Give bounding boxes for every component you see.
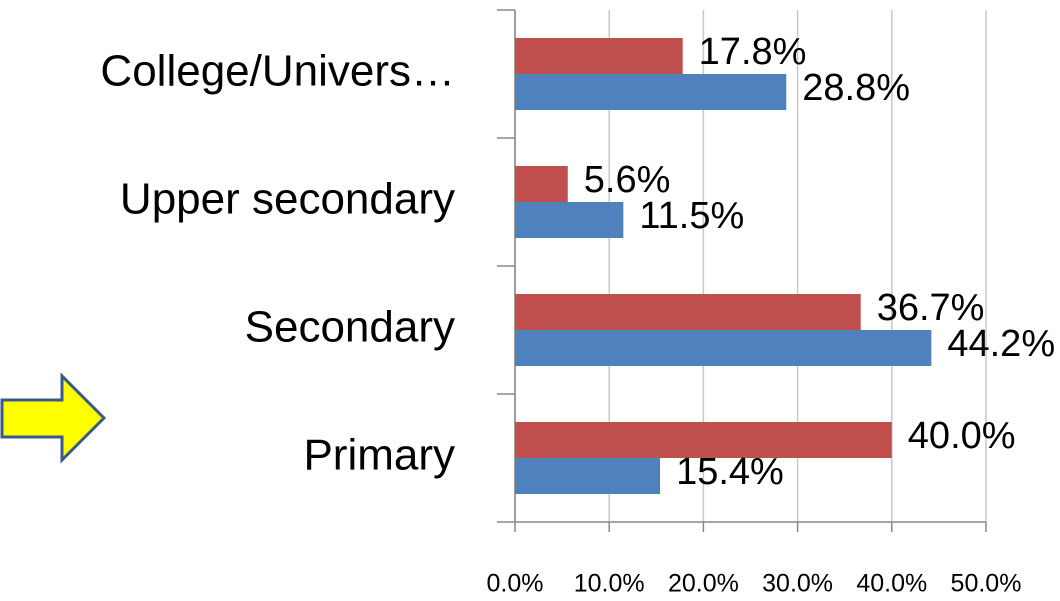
y-tick-label: Upper secondary — [120, 175, 455, 224]
x-tick-label: 10.0% — [574, 570, 645, 598]
y-tick-label: Secondary — [245, 303, 455, 352]
y-tick-label: College/Univers… — [100, 47, 455, 96]
bar — [515, 74, 787, 110]
value-label: 5.6% — [584, 159, 671, 201]
value-label: 28.8% — [802, 67, 910, 109]
bar — [515, 38, 683, 74]
x-tick-label: 20.0% — [668, 570, 739, 598]
bar — [515, 330, 932, 366]
y-tick-label: Primary — [303, 431, 455, 480]
bar — [515, 422, 892, 458]
value-label: 40.0% — [908, 415, 1016, 457]
bar — [515, 202, 624, 238]
arrow-icon — [0, 372, 107, 464]
value-label: 11.5% — [639, 195, 744, 237]
value-label: 36.7% — [877, 287, 985, 329]
x-tick-label: 40.0% — [856, 570, 927, 598]
bar — [515, 294, 861, 330]
value-label: 15.4% — [676, 451, 784, 493]
bar — [515, 166, 568, 202]
x-tick-label: 50.0% — [951, 570, 1022, 598]
value-label: 17.8% — [699, 31, 807, 73]
x-tick-label: 30.0% — [762, 570, 833, 598]
value-label: 44.2% — [947, 323, 1055, 365]
x-tick-label: 0.0% — [487, 570, 544, 598]
bar — [515, 458, 661, 494]
